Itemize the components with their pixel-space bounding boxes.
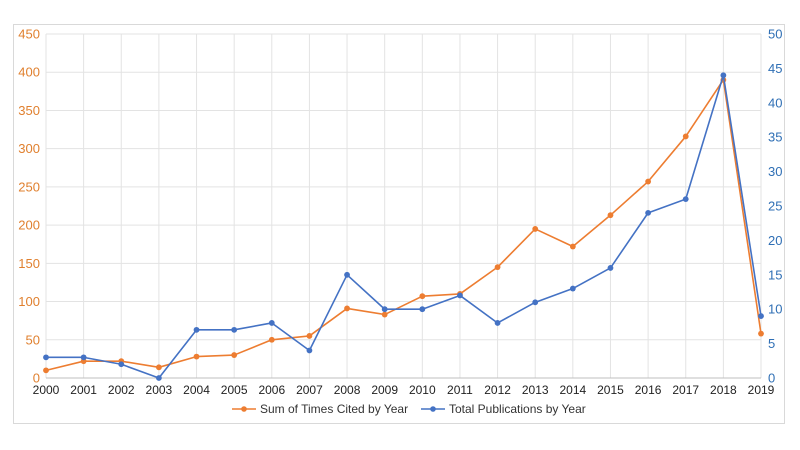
x-axis-tick-label: 2019	[748, 383, 775, 397]
data-point-publications	[306, 347, 313, 354]
x-axis-tick-label: 2008	[334, 383, 361, 397]
right-axis-tick-label: 10	[768, 302, 782, 317]
data-point-publications	[607, 265, 614, 271]
data-point-cited	[494, 264, 501, 271]
x-axis-tick-label: 2000	[33, 383, 60, 397]
x-axis-tick-label: 2002	[108, 383, 135, 397]
data-point-cited	[419, 293, 426, 300]
data-point-cited	[268, 336, 275, 343]
right-axis-tick-label: 5	[768, 336, 775, 351]
data-point-publications	[645, 209, 652, 216]
x-axis-tick-label: 2006	[258, 383, 285, 397]
x-axis-tick-label: 2009	[371, 383, 398, 397]
data-point-publications	[381, 306, 388, 313]
data-point-publications	[193, 326, 200, 333]
data-point-publications	[344, 271, 350, 278]
left-axis-tick-label: 450	[18, 27, 40, 42]
x-axis-tick-label: 2017	[672, 383, 699, 397]
data-point-publications	[758, 313, 764, 319]
data-point-publications	[80, 354, 87, 361]
right-axis-tick-label: 20	[768, 233, 782, 248]
x-axis-tick-label: 2018	[710, 383, 737, 397]
data-point-cited	[645, 178, 652, 185]
data-point-publications	[268, 320, 275, 326]
left-axis-tick-label: 300	[18, 141, 40, 156]
legend-marker-cited	[241, 406, 247, 412]
data-point-cited	[344, 305, 350, 312]
data-point-publications	[155, 375, 162, 381]
right-axis-tick-label: 45	[768, 61, 782, 76]
data-point-cited	[231, 352, 238, 358]
legend-marker-publications	[430, 406, 436, 412]
x-axis-tick-label: 2001	[70, 383, 97, 397]
right-axis-tick-label: 35	[768, 130, 782, 145]
data-point-publications	[231, 326, 238, 333]
legend-label-publications: Total Publications by Year	[449, 402, 586, 416]
left-axis-tick-label: 250	[18, 179, 40, 194]
data-point-cited	[43, 367, 49, 374]
legend: Sum of Times Cited by Year Total Publica…	[232, 402, 586, 416]
left-axis-tick-label: 350	[18, 103, 40, 118]
series-line-cited	[45, 79, 762, 372]
x-axis-tick-label: 2014	[559, 383, 586, 397]
data-point-publications	[43, 354, 49, 361]
x-axis-tick-label: 2007	[296, 383, 323, 397]
x-axis-tick-label: 2013	[522, 383, 549, 397]
axes: 0501001502002503003504004500510152025303…	[18, 27, 782, 398]
x-axis-tick-label: 2004	[183, 383, 210, 397]
data-point-publications	[494, 320, 501, 326]
series-line-publications	[46, 74, 762, 379]
left-axis-tick-label: 400	[18, 65, 40, 80]
data-point-cited	[758, 330, 764, 337]
left-axis-tick-label: 50	[26, 332, 40, 347]
series-lines	[43, 72, 764, 381]
data-point-publications	[569, 285, 576, 292]
left-axis-tick-label: 0	[33, 371, 40, 386]
data-point-cited	[155, 364, 162, 371]
x-axis-tick-label: 2011	[447, 383, 473, 397]
data-point-publications	[720, 72, 727, 79]
x-axis-tick-label: 2016	[635, 383, 662, 397]
right-axis-tick-label: 40	[768, 95, 782, 110]
left-axis-tick-label: 100	[18, 294, 40, 309]
data-point-cited	[193, 353, 200, 360]
gridlines	[45, 33, 762, 379]
data-point-publications	[419, 306, 426, 313]
x-axis-tick-label: 2012	[484, 383, 511, 397]
legend-label-cited: Sum of Times Cited by Year	[260, 402, 408, 416]
left-axis-tick-label: 150	[18, 256, 40, 271]
data-point-publications	[118, 361, 125, 368]
data-point-publications	[532, 299, 539, 306]
x-axis-tick-label: 2005	[221, 383, 248, 397]
right-axis-tick-label: 25	[768, 199, 782, 214]
data-point-publications	[682, 196, 689, 203]
data-point-cited	[607, 212, 614, 219]
data-point-cited	[381, 311, 388, 318]
right-axis-tick-label: 15	[768, 267, 782, 282]
x-axis-tick-label: 2003	[146, 383, 173, 397]
right-axis-tick-label: 0	[768, 371, 775, 386]
right-axis-tick-label: 50	[768, 27, 782, 42]
data-point-publications	[457, 292, 463, 299]
left-axis-tick-label: 200	[18, 218, 40, 233]
chart-frame	[13, 24, 785, 424]
data-point-cited	[532, 226, 539, 232]
right-axis-tick-label: 30	[768, 164, 782, 179]
x-axis-tick-label: 2010	[409, 383, 436, 397]
data-point-cited	[306, 333, 313, 339]
x-axis-tick-label: 2015	[597, 383, 624, 397]
data-point-cited	[569, 243, 576, 250]
data-point-cited	[682, 133, 689, 140]
